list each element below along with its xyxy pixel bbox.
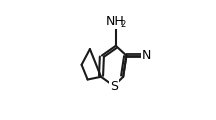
Text: N: N xyxy=(142,49,151,62)
Text: S: S xyxy=(110,80,118,93)
Text: 2: 2 xyxy=(121,20,126,29)
Text: NH: NH xyxy=(106,15,125,28)
